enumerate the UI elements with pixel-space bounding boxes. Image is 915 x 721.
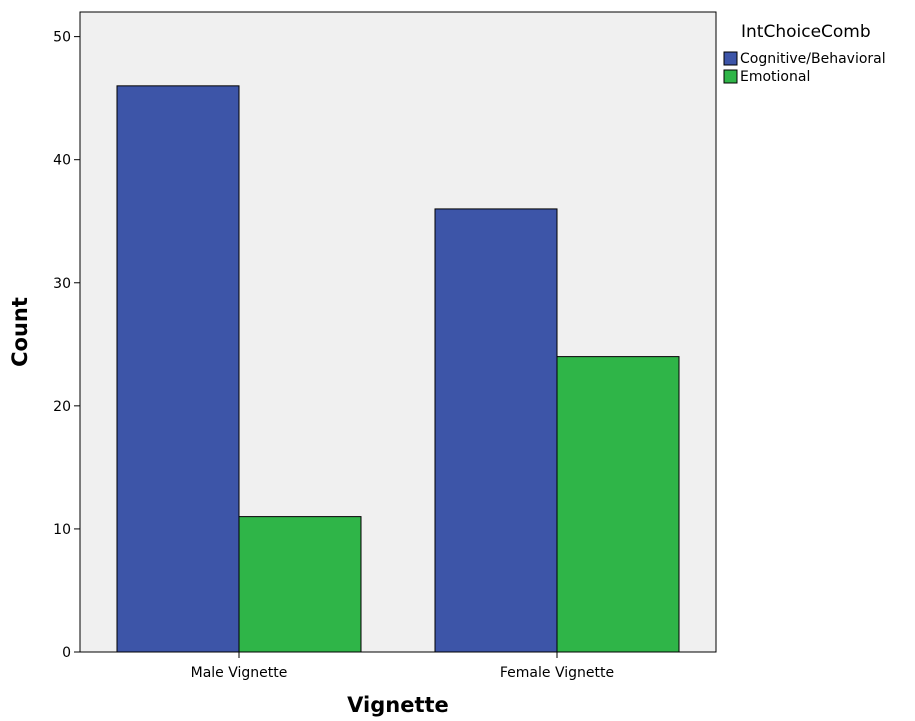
y-tick-label-0: 0 [62,645,71,661]
y-axis: 0 10 20 30 40 50 [53,30,80,661]
y-tick-label-30: 30 [53,276,71,292]
legend-title: IntChoiceComb [741,22,871,42]
bar-female-vignette-emotional [556,356,680,653]
legend-swatch-0 [723,51,738,66]
bars [116,85,680,653]
legend-swatch-1 [723,69,738,84]
y-tick-label-50: 50 [53,30,71,46]
x-tick-label-0: Male Vignette [191,665,288,681]
x-tick-label-1: Female Vignette [500,665,614,681]
legend-label-0: Cognitive/Behavioral [740,51,886,67]
legend-label-1: Emotional [740,69,810,85]
y-tick-label-40: 40 [53,153,71,169]
legend: IntChoiceComb Cognitive/Behavioral Emotio… [723,22,886,85]
x-axis-title: Vignette [347,693,449,717]
x-axis: Male Vignette Female Vignette [191,652,614,681]
bar-male-vignette-emotional [238,516,362,653]
bar-female-vignette-cognitive-behavioral [434,208,558,653]
y-axis-title: Count [8,297,32,367]
bar-male-vignette-cognitive-behavioral [116,85,240,653]
y-tick-label-10: 10 [53,522,71,538]
y-tick-label-20: 20 [53,399,71,415]
